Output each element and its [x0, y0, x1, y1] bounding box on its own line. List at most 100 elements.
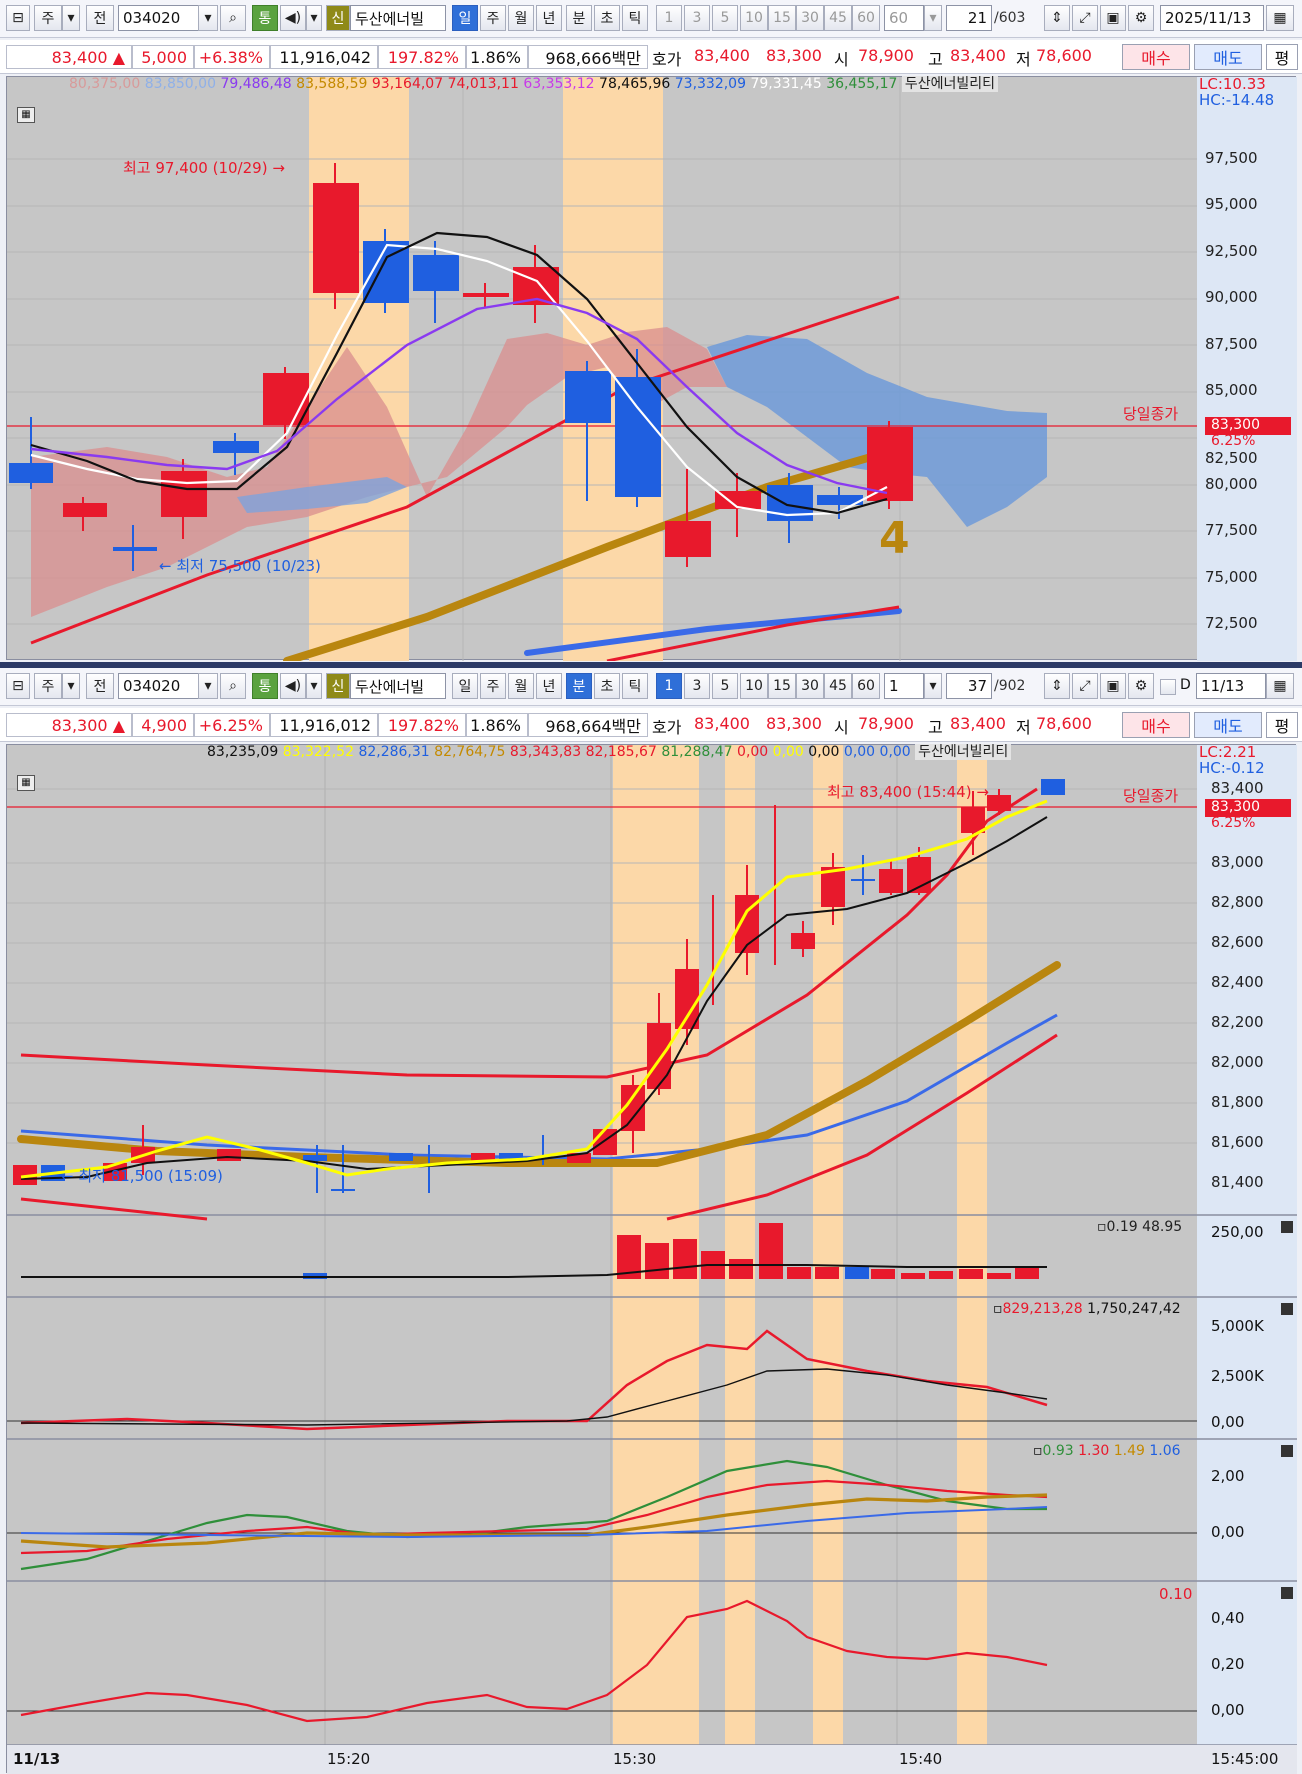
calendar-icon[interactable]: ▦ — [1266, 5, 1294, 31]
integrated-button[interactable]: 통 — [252, 673, 278, 699]
prev-button[interactable]: 전 — [86, 5, 114, 31]
interval-60[interactable]: 60 — [852, 5, 880, 31]
buy-button[interactable]: 매수 — [1122, 44, 1190, 70]
zoom-out-icon[interactable]: ⤢ — [1072, 673, 1098, 699]
time-label: 15:40 — [899, 1750, 943, 1768]
market-type-dropdown[interactable]: ▾ — [62, 5, 80, 31]
interval-input-value: 1 — [889, 677, 899, 695]
date-input[interactable]: 2025/11/13 — [1160, 5, 1264, 31]
interval-input[interactable]: 1 — [884, 673, 924, 699]
period-tab-week[interactable]: 주 — [480, 673, 506, 699]
sell-button[interactable]: 매도 — [1194, 44, 1262, 70]
d-checkbox[interactable] — [1160, 679, 1176, 695]
interval-3[interactable]: 3 — [684, 5, 710, 31]
period-tab-week[interactable]: 주 — [480, 5, 506, 31]
eval-button[interactable]: 평 — [1266, 44, 1298, 70]
eval-button[interactable]: 평 — [1266, 712, 1298, 738]
sound-dropdown[interactable]: ▾ — [306, 673, 322, 699]
buy-button[interactable]: 매수 — [1122, 712, 1190, 738]
axis-tick: 82,600 — [1211, 933, 1264, 951]
screen-menu-icon[interactable]: ⊟ — [6, 5, 30, 31]
calendar-icon[interactable]: ▦ — [1266, 673, 1294, 699]
panel-close-icon[interactable] — [1281, 1303, 1293, 1315]
interval-45[interactable]: 45 — [824, 673, 852, 699]
screen-menu-icon[interactable]: ⊟ — [6, 673, 30, 699]
bar-count-input[interactable]: 21 — [946, 5, 992, 31]
grid-toggle-icon[interactable]: ▦ — [17, 775, 35, 791]
market-type-button[interactable]: 주 — [34, 5, 62, 31]
bar-count-input[interactable]: 37 — [946, 673, 992, 699]
period-tab-day[interactable]: 일 — [452, 673, 478, 699]
code-dropdown[interactable]: ▾ — [198, 5, 218, 31]
stock-name-field[interactable]: 두산에너빌 — [350, 673, 446, 699]
period-tab-tick[interactable]: 틱 — [622, 673, 648, 699]
minute-chart-area[interactable]: 83,235,09 83,322,52 82,286,31 82,764,75 … — [6, 741, 1297, 1774]
interval-dropdown[interactable]: ▾ — [924, 673, 942, 699]
save-icon[interactable]: ▣ — [1100, 673, 1126, 699]
interval-dropdown[interactable]: ▾ — [924, 5, 942, 31]
stock-code-value: 034020 — [123, 9, 181, 27]
interval-15[interactable]: 15 — [768, 5, 796, 31]
ask-price: 83,400 — [694, 46, 750, 65]
search-icon[interactable]: ⌕ — [220, 5, 246, 31]
interval-15[interactable]: 15 — [768, 673, 796, 699]
panel-close-icon[interactable] — [1281, 1587, 1293, 1599]
interval-45[interactable]: 45 — [824, 5, 852, 31]
interval-1[interactable]: 1 — [656, 673, 682, 699]
interval-30[interactable]: 30 — [796, 5, 824, 31]
prev-button[interactable]: 전 — [86, 673, 114, 699]
sound-icon[interactable]: ◀) — [280, 5, 306, 31]
stock-name-field[interactable]: 두산에너빌 — [350, 5, 446, 31]
market-type-dropdown[interactable]: ▾ — [62, 673, 80, 699]
legend-value-5: 83,343,83 — [509, 744, 582, 760]
close-pct: 6.25% — [1211, 815, 1256, 831]
zoom-in-icon[interactable]: ⇕ — [1044, 5, 1070, 31]
period-tab-tick[interactable]: 틱 — [622, 5, 648, 31]
daily-candle-chart[interactable]: 80,375,00 83,850,00 79,486,48 83,588,59 … — [6, 75, 1297, 661]
period-tab-second[interactable]: 초 — [594, 5, 620, 31]
interval-30[interactable]: 30 — [796, 673, 824, 699]
period-tab-minute[interactable]: 분 — [566, 673, 592, 699]
period-tab-year[interactable]: 년 — [536, 5, 562, 31]
sound-icon[interactable]: ◀) — [280, 673, 306, 699]
search-icon[interactable]: ⌕ — [220, 673, 246, 699]
interval-5[interactable]: 5 — [712, 5, 738, 31]
panel-divider[interactable] — [0, 662, 1302, 668]
interval-60[interactable]: 60 — [852, 673, 880, 699]
axis-tick: 77,500 — [1205, 521, 1258, 539]
settings-gear-icon[interactable]: ⚙ — [1128, 673, 1154, 699]
interval-10[interactable]: 10 — [740, 5, 768, 31]
sell-button[interactable]: 매도 — [1194, 712, 1262, 738]
integrated-button[interactable]: 통 — [252, 5, 278, 31]
p4-value-4: 1.06 — [1149, 1443, 1181, 1459]
interval-10[interactable]: 10 — [740, 673, 768, 699]
hoga-label: 호가 — [652, 718, 682, 737]
stock-code-input[interactable]: 034020 — [118, 673, 206, 699]
market-type-button[interactable]: 주 — [34, 673, 62, 699]
grid-toggle-icon[interactable]: ▦ — [17, 107, 35, 123]
sound-dropdown[interactable]: ▾ — [306, 5, 322, 31]
panel-close-icon[interactable] — [1281, 1221, 1293, 1233]
interval-input[interactable]: 60 — [884, 5, 924, 31]
save-icon[interactable]: ▣ — [1100, 5, 1126, 31]
interval-1[interactable]: 1 — [656, 5, 682, 31]
panel-close-icon[interactable] — [1281, 1445, 1293, 1457]
settings-gear-icon[interactable]: ⚙ — [1128, 5, 1154, 31]
ma-legend: 83,235,09 83,322,52 82,286,31 82,764,75 … — [207, 741, 1012, 761]
period-tab-year[interactable]: 년 — [536, 673, 562, 699]
code-dropdown[interactable]: ▾ — [198, 673, 218, 699]
zoom-in-icon[interactable]: ⇕ — [1044, 673, 1070, 699]
high-label: 고 — [928, 718, 943, 737]
period-tab-month[interactable]: 월 — [508, 673, 534, 699]
zoom-out-icon[interactable]: ⤢ — [1072, 5, 1098, 31]
stock-code-input[interactable]: 034020 — [118, 5, 206, 31]
period-tab-month[interactable]: 월 — [508, 5, 534, 31]
period-tab-minute[interactable]: 분 — [566, 5, 592, 31]
interval-3[interactable]: 3 — [684, 673, 710, 699]
volume-values: 0.19 48.95 — [1106, 1219, 1183, 1235]
period-tab-second[interactable]: 초 — [594, 673, 620, 699]
interval-5[interactable]: 5 — [712, 673, 738, 699]
date-input[interactable]: 11/13 — [1196, 673, 1266, 699]
low-annotation-text: 최저 75,500 (10/23) — [176, 557, 321, 575]
period-tab-day[interactable]: 일 — [452, 5, 478, 31]
